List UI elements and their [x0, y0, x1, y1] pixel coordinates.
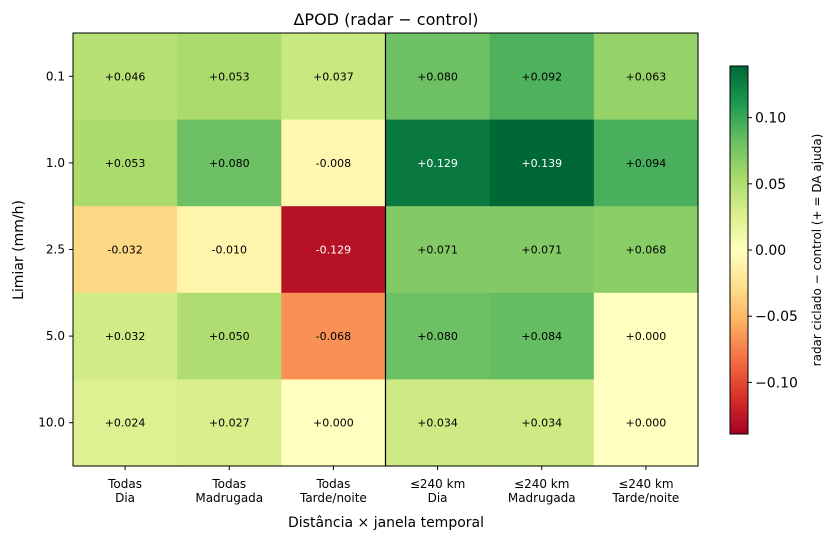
- cell-value-label: -0.008: [316, 157, 351, 170]
- cell-value-label: +0.092: [521, 70, 562, 83]
- y-axis-label: Limiar (mm/h): [11, 200, 27, 300]
- heatmap-cell: [489, 119, 595, 207]
- colorbar-tick-label: 0.10: [755, 111, 786, 127]
- x-tick-label-line: Madrugada: [508, 491, 576, 505]
- colorbar: [729, 65, 749, 435]
- heatmap-cell: [177, 33, 282, 121]
- cell-value-label: +0.000: [626, 417, 667, 430]
- heatmap-cell: [385, 379, 491, 467]
- heatmap-cell-labels: +0.046 +0.053 +0.037 +0.080 +0.092 +0.063 +0.0…: [105, 70, 667, 429]
- heatmap-cell: [489, 33, 595, 121]
- x-tick-label-line: Madrugada: [195, 491, 263, 505]
- heatmap-cell: [281, 33, 387, 121]
- cell-value-label: +0.139: [521, 157, 562, 170]
- cell-value-label: -0.032: [107, 244, 142, 257]
- x-tick-label: Todas Madrugada: [195, 477, 263, 505]
- heatmap-cell: [177, 206, 282, 294]
- cell-value-label: +0.053: [105, 157, 146, 170]
- heatmap-cell: [73, 33, 178, 121]
- x-tick-label: ≤240 km Tarde/noite: [611, 477, 679, 505]
- cell-value-label: +0.000: [626, 330, 667, 343]
- y-axis-ticks: 0.1 1.0 2.5 5.0 10.0: [38, 69, 73, 430]
- cell-value-label: +0.050: [209, 330, 250, 343]
- x-tick-label-line: Tarde/noite: [299, 491, 367, 505]
- x-tick-label-line: ≤240 km: [514, 477, 569, 491]
- heatmap-cell: [593, 119, 699, 207]
- colorbar-label: radar ciclado − control (+ = DA ajuda): [810, 134, 824, 367]
- heatmap-cell: [489, 379, 595, 467]
- cell-value-label: +0.027: [209, 417, 250, 430]
- heatmap-cell: [177, 119, 282, 207]
- heatmap-cell: [281, 379, 387, 467]
- heatmap-cell: [177, 292, 282, 380]
- colorbar-tick-label: 0.00: [755, 243, 786, 259]
- x-tick-label: Todas Dia: [107, 477, 142, 505]
- cell-value-label: +0.080: [417, 330, 458, 343]
- x-tick-label-line: Todas: [211, 477, 246, 491]
- heatmap-cell: [281, 292, 387, 380]
- cell-value-label: -0.129: [316, 244, 351, 257]
- cell-value-label: +0.094: [626, 157, 667, 170]
- heatmap-cell: [73, 379, 178, 467]
- cell-value-label: +0.034: [417, 417, 458, 430]
- heatmap-cell: [385, 206, 491, 294]
- heatmap-cell: [593, 379, 699, 467]
- heatmap-cell: [73, 292, 178, 380]
- cell-value-label: +0.053: [209, 70, 250, 83]
- heatmap-cell: [281, 119, 387, 207]
- cell-value-label: +0.034: [521, 417, 562, 430]
- y-tick-label: 5.0: [46, 329, 65, 343]
- colorbar-ticks: 0.10 0.05 0.00 −0.05 −0.10: [748, 111, 798, 391]
- x-tick-label-line: ≤240 km: [618, 477, 673, 491]
- x-tick-label: Todas Tarde/noite: [299, 477, 367, 505]
- heatmap-cells: [73, 33, 699, 467]
- heatmap-cell: [385, 33, 491, 121]
- cell-value-label: +0.024: [105, 417, 146, 430]
- heatmap-cell: [593, 292, 699, 380]
- heatmap-cell: [489, 206, 595, 294]
- heatmap-cell: [385, 292, 491, 380]
- heatmap-cell: [73, 206, 178, 294]
- x-tick-label-line: Dia: [428, 491, 448, 505]
- x-tick-label-line: Todas: [107, 477, 142, 491]
- x-tick-label: ≤240 km Dia: [410, 477, 465, 505]
- x-tick-label: ≤240 km Madrugada: [508, 477, 576, 505]
- heatmap-cell: [489, 292, 595, 380]
- heatmap-cell: [281, 206, 387, 294]
- heatmap-cell: [593, 33, 699, 121]
- x-tick-label-line: ≤240 km: [410, 477, 465, 491]
- x-tick-label-line: Dia: [115, 491, 135, 505]
- heatmap-cell: [385, 119, 491, 207]
- cell-value-label: +0.032: [105, 330, 146, 343]
- colorbar-tick-label: −0.10: [755, 375, 798, 391]
- cell-value-label: +0.063: [626, 70, 667, 83]
- y-tick-label: 2.5: [46, 243, 65, 257]
- cell-value-label: +0.071: [521, 244, 562, 257]
- y-tick-label: 1.0: [46, 156, 65, 170]
- cell-value-label: +0.068: [626, 244, 667, 257]
- cell-value-label: -0.010: [212, 244, 247, 257]
- cell-value-label: +0.084: [521, 330, 562, 343]
- heatmap-cell: [177, 379, 282, 467]
- colorbar-tick-label: −0.05: [755, 309, 798, 325]
- cell-value-label: +0.037: [313, 70, 354, 83]
- cell-value-label: +0.000: [313, 417, 354, 430]
- y-tick-label: 0.1: [46, 69, 65, 83]
- x-tick-label-line: Todas: [315, 477, 350, 491]
- heatmap-cell: [593, 206, 699, 294]
- cell-value-label: +0.080: [417, 70, 458, 83]
- x-axis-label: Distância × janela temporal: [288, 515, 484, 531]
- colorbar-tick-label: 0.05: [755, 177, 786, 193]
- cell-value-label: +0.129: [417, 157, 458, 170]
- cell-value-label: +0.071: [417, 244, 458, 257]
- cell-value-label: -0.068: [316, 330, 351, 343]
- cell-value-label: +0.046: [105, 70, 146, 83]
- cell-value-label: +0.080: [209, 157, 250, 170]
- heatmap-cell: [73, 119, 178, 207]
- chart-title: ΔPOD (radar − control): [293, 10, 478, 29]
- x-tick-label-line: Tarde/noite: [611, 491, 679, 505]
- y-tick-label: 10.0: [38, 416, 65, 430]
